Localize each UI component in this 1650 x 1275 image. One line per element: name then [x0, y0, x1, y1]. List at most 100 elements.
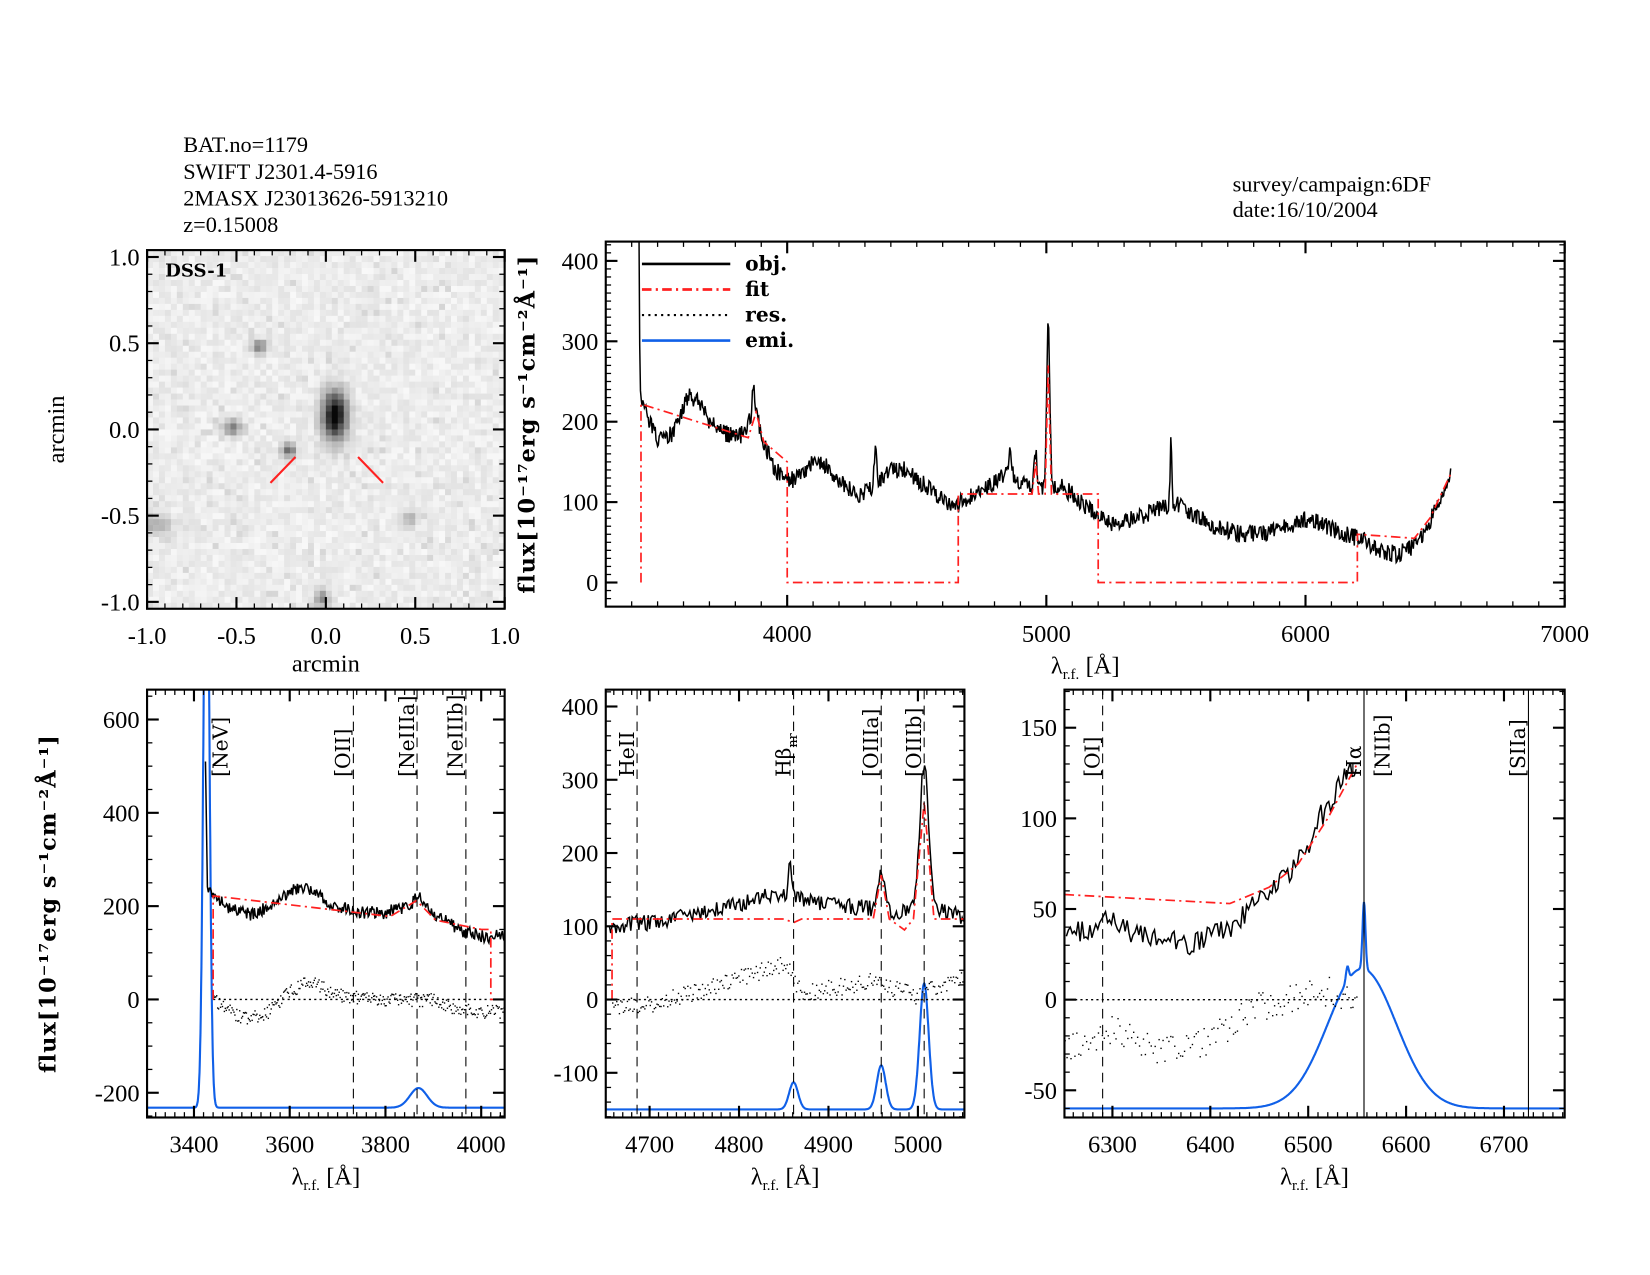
image-pixel: [272, 315, 279, 323]
image-pixel: [224, 519, 231, 526]
image-pixel: [492, 399, 500, 406]
image-pixel: [248, 525, 255, 532]
residual-point: [261, 1016, 263, 1019]
image-pixel: [319, 279, 327, 287]
image-pixel: [236, 315, 243, 323]
image-pixel: [260, 578, 267, 586]
image-pixel: [397, 351, 404, 359]
image-pixel: [313, 357, 321, 365]
image-pixel: [385, 417, 392, 424]
image-pixel: [182, 321, 190, 329]
image-pixel: [325, 602, 333, 609]
image-pixel: [498, 566, 505, 574]
image-pixel: [349, 417, 356, 424]
residual-point: [638, 1010, 641, 1013]
image-pixel: [272, 291, 279, 299]
residual-point: [457, 1009, 459, 1011]
image-pixel: [296, 525, 303, 532]
image-pixel: [480, 357, 488, 365]
image-pixel: [421, 321, 428, 329]
image-pixel: [415, 333, 422, 341]
image-survey-label: DSS-1: [165, 261, 227, 282]
image-pixel: [248, 459, 255, 466]
image-pixel: [439, 309, 446, 317]
image-pixel: [218, 393, 225, 400]
image-pixel: [445, 489, 452, 496]
residual-point: [649, 1004, 651, 1007]
observation-date: date:16/10/2004: [1233, 197, 1378, 222]
image-pixel: [200, 513, 207, 520]
image-pixel: [427, 477, 434, 484]
image-pixel: [218, 543, 225, 550]
image-pixel: [212, 554, 219, 562]
image-pixel: [349, 590, 356, 598]
residual-point: [727, 988, 729, 990]
image-pixel: [200, 501, 207, 508]
image-pixel: [206, 345, 213, 353]
residual-point: [452, 1003, 454, 1005]
image-pixel: [325, 459, 333, 466]
image-pixel: [194, 513, 202, 520]
image-pixel: [272, 513, 279, 520]
image-pixel: [492, 285, 500, 293]
image-pixel: [242, 279, 249, 287]
image-pixel: [355, 435, 362, 442]
image-pixel: [266, 537, 273, 544]
image-pixel: [427, 393, 434, 400]
image-pixel: [164, 495, 172, 502]
image-pixel: [349, 291, 356, 299]
image-pixel: [153, 321, 160, 329]
residual-point: [1105, 1030, 1107, 1033]
image-pixel: [373, 405, 380, 412]
image-pixel: [331, 429, 339, 436]
image-pixel: [182, 543, 190, 550]
image-pixel: [355, 285, 362, 293]
image-pixel: [164, 351, 172, 359]
residual-point: [766, 974, 768, 977]
residual-point: [722, 984, 724, 987]
image-pixel: [212, 405, 219, 412]
image-pixel: [433, 399, 440, 406]
image-pixel: [212, 399, 219, 406]
image-pixel: [445, 572, 452, 580]
image-pixel: [415, 363, 422, 370]
image-pixel: [492, 435, 500, 442]
image-pixel: [451, 566, 458, 574]
image-pixel: [480, 507, 488, 514]
image-pixel: [385, 543, 392, 550]
residual-point: [426, 994, 429, 996]
image-pixel: [188, 417, 196, 424]
residual-point: [415, 992, 417, 995]
image-pixel: [391, 345, 398, 353]
image-pixel: [468, 572, 476, 580]
residual-point: [679, 1003, 681, 1005]
image-pixel: [403, 393, 410, 400]
residual-point: [298, 987, 300, 990]
image-pixel: [319, 465, 327, 472]
image-pixel: [236, 471, 243, 478]
image-pixel: [385, 351, 392, 359]
residual-point: [750, 968, 752, 970]
image-pixel: [337, 309, 345, 317]
residual-point: [873, 980, 876, 982]
residual-point: [738, 975, 740, 977]
image-pixel: [206, 507, 213, 514]
residual-point: [711, 981, 713, 983]
residual-point: [827, 979, 830, 982]
image-pixel: [468, 429, 476, 436]
image-pixel: [164, 411, 172, 418]
image-pixel: [439, 554, 446, 562]
image-pixel: [206, 566, 213, 574]
image-pixel: [474, 411, 482, 418]
image-pixel: [266, 399, 273, 406]
image-pixel: [492, 602, 500, 609]
image-pixel: [260, 321, 267, 329]
image-pixel: [164, 465, 172, 472]
image-pixel: [421, 363, 428, 370]
image-pixel: [337, 543, 345, 550]
image-pixel: [290, 339, 297, 347]
image-pixel: [153, 375, 160, 382]
image-pixel: [421, 387, 428, 394]
image-pixel: [278, 596, 285, 604]
